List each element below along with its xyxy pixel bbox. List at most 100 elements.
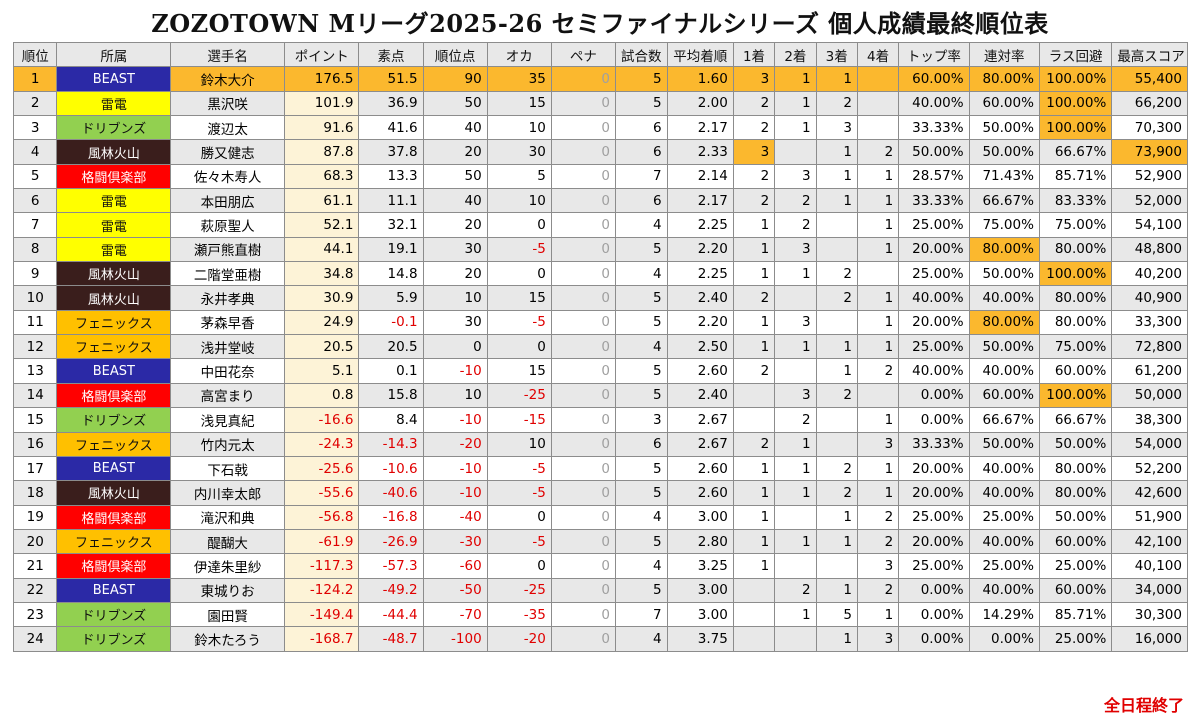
rank-cell: 1 [12, 66, 58, 92]
top-rate-cell: 33.33% [898, 115, 970, 141]
third-count-cell [815, 431, 858, 457]
fourth-count-cell: 3 [856, 553, 900, 579]
oka-cell: -25 [486, 382, 552, 409]
top-rate-cell: 20.00% [898, 309, 970, 336]
points-cell: -24.3 [283, 431, 360, 457]
oka-cell: -5 [486, 236, 552, 263]
top-rate-cell: 20.00% [898, 236, 970, 263]
player-name-cell: 瀬戸熊直樹 [170, 236, 285, 263]
fourth-count-cell [856, 90, 900, 117]
rentai-rate-cell: 50.00% [968, 334, 1040, 360]
rank-cell: 7 [12, 212, 58, 238]
placement-points-cell: -50 [422, 577, 488, 603]
last-avoid-cell: 100.00% [1038, 115, 1113, 141]
oka-cell: 0 [486, 261, 552, 287]
rentai-rate-cell: 66.67% [968, 407, 1040, 433]
team-cell: 格闘倶楽部 [56, 382, 172, 409]
column-header: ポイント [283, 41, 360, 68]
column-header: 順位 [12, 41, 58, 68]
placement-points-cell: -10 [422, 358, 488, 384]
games-cell: 3 [614, 407, 668, 433]
column-header: 1着 [732, 41, 776, 68]
third-count-cell [815, 309, 858, 336]
points-cell: 61.1 [283, 188, 360, 214]
rank-cell: 24 [12, 626, 58, 652]
first-count-cell: 1 [732, 455, 776, 482]
raw-score-cell: 13.3 [358, 163, 424, 190]
top-rate-cell: 33.33% [898, 431, 970, 457]
second-count-cell [774, 358, 817, 384]
points-cell: 101.9 [283, 90, 360, 117]
column-header: 順位点 [422, 41, 488, 68]
placement-points-cell: 0 [422, 334, 488, 360]
avg-placement-cell: 2.33 [666, 139, 734, 165]
raw-score-cell: 20.5 [358, 334, 424, 360]
column-header: 2着 [774, 41, 817, 68]
placement-points-cell: -20 [422, 431, 488, 457]
status-note: 全日程終了 [1103, 696, 1184, 715]
second-count-cell: 1 [774, 601, 817, 628]
avg-placement-cell: 3.00 [666, 577, 734, 603]
fourth-count-cell: 1 [856, 309, 900, 336]
fourth-count-cell: 1 [856, 188, 900, 214]
penalty-cell: 0 [550, 577, 616, 603]
last-avoid-cell: 75.00% [1038, 334, 1113, 360]
team-cell: 雷電 [56, 212, 172, 238]
last-avoid-cell: 75.00% [1038, 212, 1113, 238]
raw-score-cell: 19.1 [358, 236, 424, 263]
avg-placement-cell: 2.60 [666, 480, 734, 506]
placement-points-cell: 30 [422, 309, 488, 336]
oka-cell: 15 [486, 358, 552, 384]
points-cell: 5.1 [283, 358, 360, 384]
points-cell: 52.1 [283, 212, 360, 238]
second-count-cell: 3 [774, 309, 817, 336]
fourth-count-cell: 2 [856, 139, 900, 165]
first-count-cell: 2 [732, 358, 776, 384]
rank-cell: 21 [12, 553, 58, 579]
games-cell: 5 [614, 358, 668, 384]
high-score-cell: 52,000 [1111, 188, 1188, 214]
penalty-cell: 0 [550, 431, 616, 457]
penalty-cell: 0 [550, 115, 616, 141]
high-score-cell: 54,100 [1111, 212, 1188, 238]
points-cell: -168.7 [283, 626, 360, 652]
player-name-cell: 園田賢 [170, 601, 285, 628]
standings-table: 順位 所属 選手名 ポイント 素点 順位点 オカ ペナ 試合数 平均着順 1着 2着 3着 4着 トップ率連… [12, 41, 1188, 652]
last-avoid-cell: 100.00% [1038, 90, 1113, 117]
rentai-rate-cell: 50.00% [968, 139, 1040, 165]
avg-placement-cell: 3.25 [666, 553, 734, 579]
top-rate-cell: 25.00% [898, 334, 970, 360]
third-count-cell [815, 407, 858, 433]
rentai-rate-cell: 80.00% [968, 66, 1040, 92]
penalty-cell: 0 [550, 358, 616, 384]
table-row: 1 BEAST 鈴木大介 176.5 51.5 90 35 0 5 1.60 3 1 1 60.00% 80… [12, 66, 1188, 92]
third-count-cell: 1 [815, 139, 858, 165]
player-name-cell: 鈴木大介 [170, 66, 285, 92]
avg-placement-cell: 2.00 [666, 90, 734, 117]
fourth-count-cell: 2 [856, 577, 900, 603]
team-cell: ドリブンズ [56, 407, 172, 433]
oka-cell: -20 [486, 626, 552, 652]
placement-points-cell: -10 [422, 407, 488, 433]
raw-score-cell: -57.3 [358, 553, 424, 579]
rentai-rate-cell: 40.00% [968, 455, 1040, 482]
raw-score-cell: -0.1 [358, 309, 424, 336]
second-count-cell: 1 [774, 90, 817, 117]
oka-cell: 10 [486, 115, 552, 141]
penalty-cell: 0 [550, 407, 616, 433]
first-count-cell [732, 601, 776, 628]
last-avoid-cell: 80.00% [1038, 480, 1113, 506]
games-cell: 4 [614, 626, 668, 652]
oka-cell: -35 [486, 601, 552, 628]
placement-points-cell: 10 [422, 285, 488, 311]
penalty-cell: 0 [550, 455, 616, 482]
column-header: 4着 [856, 41, 900, 68]
column-header: 連対率 [968, 41, 1040, 68]
header-row: 順位 所属 選手名 ポイント 素点 順位点 オカ ペナ 試合数 平均着順 1着 2着 3着 4着 トップ率連… [12, 41, 1188, 68]
games-cell: 5 [614, 236, 668, 263]
raw-score-cell: 51.5 [358, 66, 424, 92]
column-header: 所属 [56, 41, 172, 68]
penalty-cell: 0 [550, 382, 616, 409]
rentai-rate-cell: 40.00% [968, 528, 1040, 555]
placement-points-cell: -30 [422, 528, 488, 555]
